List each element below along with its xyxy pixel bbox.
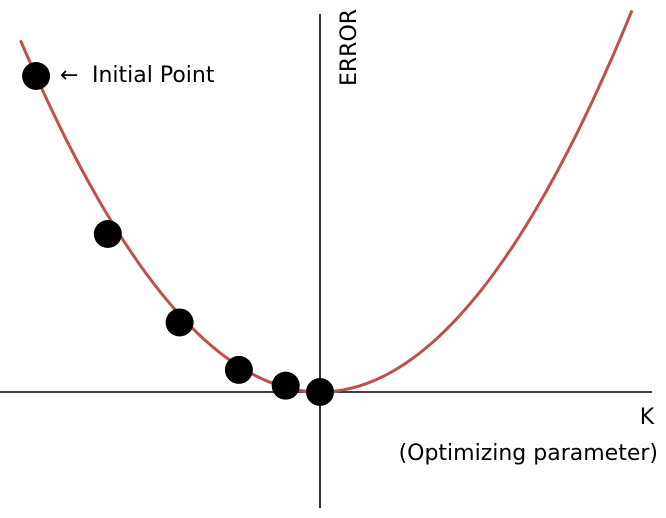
iteration-point (224, 355, 253, 384)
annotation-arrow: ← (60, 63, 78, 88)
iteration-points (22, 62, 334, 406)
iteration-point (93, 220, 122, 248)
iteration-point (165, 308, 194, 337)
initial-point (22, 62, 51, 90)
iteration-point (306, 378, 334, 406)
x-axis-label: K (640, 405, 655, 430)
annotation-label: Initial Point (92, 63, 215, 88)
y-axis-label: ERROR (337, 9, 362, 86)
iteration-point (271, 371, 300, 400)
x-axis-sublabel: (Optimizing parameter) (399, 441, 658, 466)
